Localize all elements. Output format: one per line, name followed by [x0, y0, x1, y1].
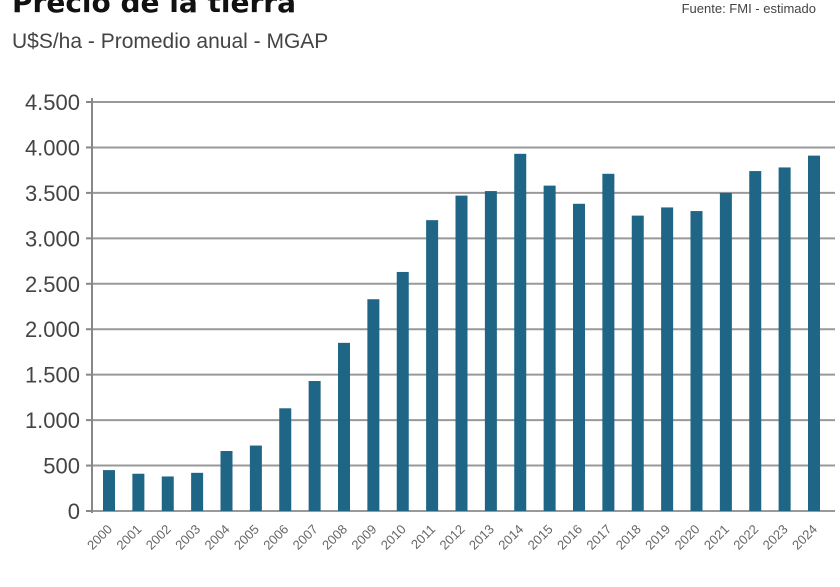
bar-2008 [338, 342, 350, 511]
bar-2017 [602, 173, 615, 511]
bar-2019 [661, 207, 674, 512]
x-tick-label: 2000 [84, 522, 115, 553]
bar-2009 [367, 299, 380, 511]
x-tick-label: 2001 [113, 522, 144, 553]
x-tick-label: 2016 [554, 522, 585, 553]
x-tick-label: 2022 [730, 522, 761, 553]
x-axis-ticks: 2000200120022003200420052006200720082009… [84, 522, 820, 553]
x-tick-label: 2017 [583, 522, 614, 553]
x-tick-label: 2002 [143, 522, 174, 553]
y-tick-label: 500 [43, 454, 80, 479]
bar-2018 [631, 215, 644, 511]
x-tick-label: 2011 [408, 522, 438, 552]
x-tick-label: 2005 [231, 522, 262, 553]
bar-2010 [396, 271, 409, 511]
y-tick-label: 2.500 [25, 272, 80, 297]
bar-2001 [132, 473, 145, 511]
bar-2020 [690, 211, 703, 512]
x-tick-label: 2010 [378, 522, 409, 553]
source-note: Fuente: FMI - estimado [681, 1, 816, 16]
bar-2005 [249, 445, 262, 511]
x-tick-label: 2018 [613, 522, 644, 553]
x-tick-label: 2003 [172, 522, 203, 553]
x-tick-label: 2004 [202, 522, 233, 553]
bar-2006 [279, 408, 292, 511]
x-tick-label: 2019 [642, 522, 673, 553]
chart-title: Precio de la tierra [12, 0, 297, 19]
x-tick-label: 2009 [348, 522, 379, 553]
x-tick-label: 2012 [437, 522, 468, 553]
x-tick-label: 2015 [525, 522, 556, 553]
y-tick-label: 4.000 [25, 135, 80, 160]
x-tick-label: 2023 [760, 522, 791, 553]
bar-2003 [191, 472, 204, 511]
y-tick-label: 1.000 [25, 408, 80, 433]
x-tick-label: 2021 [701, 522, 732, 553]
bar-2021 [719, 192, 732, 511]
y-tick-label: 3.000 [25, 226, 80, 251]
bar-2023 [778, 167, 791, 511]
x-tick-label: 2014 [495, 522, 526, 553]
bars [103, 153, 820, 512]
bar-2013 [484, 191, 497, 511]
bar-2000 [103, 470, 115, 511]
x-tick-label: 2008 [319, 522, 350, 553]
bar-2015 [543, 185, 556, 511]
x-tick-label: 2013 [466, 522, 497, 553]
bar-2022 [749, 171, 762, 511]
y-tick-label: 4.500 [25, 90, 80, 115]
y-axis-ticks: 0 500 1.000 1.500 2.000 2.500 3.000 3.500 4.000 4… [25, 90, 80, 524]
y-tick-label: 0 [68, 499, 80, 524]
x-tick-label: 2020 [672, 522, 703, 553]
y-tick-label: 1.500 [25, 363, 80, 388]
x-tick-label: 2024 [789, 522, 820, 553]
chart-subtitle: U$S/ha - Promedio anual - MGAP [12, 30, 329, 53]
bar-2016 [573, 203, 585, 511]
bar-2007 [308, 381, 321, 511]
bar-2012 [455, 195, 468, 512]
bar-2014 [514, 153, 527, 511]
y-tick-label: 3.500 [25, 181, 80, 206]
x-tick-label: 2007 [290, 522, 321, 553]
x-tick-label: 2006 [260, 522, 291, 553]
bar-2024 [808, 155, 820, 511]
bar-2004 [220, 451, 233, 511]
y-tick-label: 2.000 [25, 317, 80, 342]
bar-2002 [161, 476, 174, 511]
bar-2011 [426, 220, 439, 511]
